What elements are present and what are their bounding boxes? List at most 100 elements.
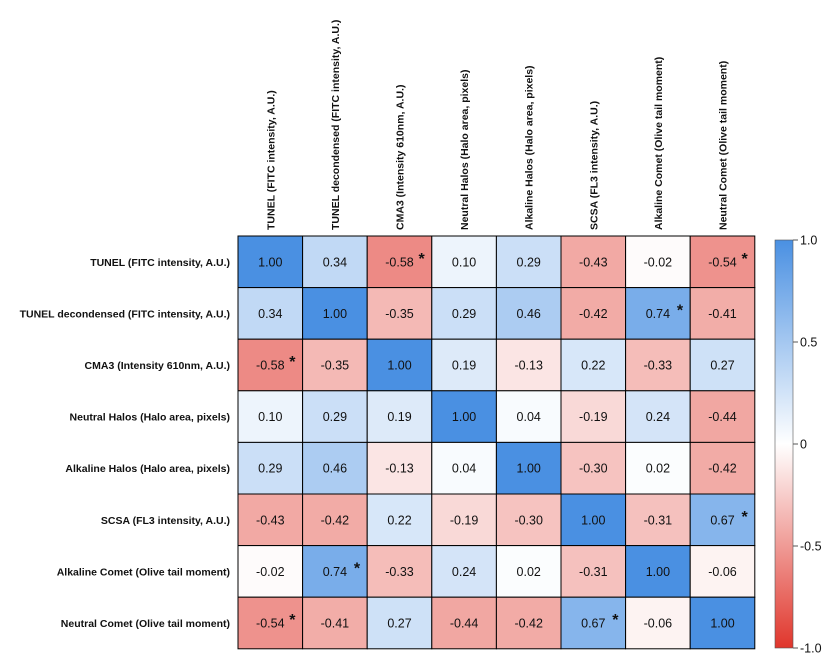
row-label: TUNEL (FITC intensity, A.U.) (90, 257, 230, 269)
significance-star: * (419, 251, 426, 268)
cell-value: 0.67 (710, 513, 734, 527)
heatmap-cell (689, 287, 756, 340)
cell-value: -0.41 (321, 617, 350, 631)
heatmap-cell (560, 338, 627, 392)
column-label: TUNEL decondensed (FITC intensity, A.U.) (330, 20, 342, 230)
cell-value: -0.41 (708, 307, 737, 321)
cell-value: 0.24 (646, 410, 670, 424)
row-label: Neutral Halos (Halo area, pixels) (70, 412, 230, 424)
cell-value: 0.10 (258, 410, 282, 424)
cell-value: -0.43 (256, 513, 285, 527)
heatmap-cell (625, 338, 691, 392)
colorbar-tick-label: -0.5 (800, 540, 822, 554)
colorbar-tick-label: 1.0 (800, 234, 817, 248)
heatmap-cell (237, 390, 304, 443)
row-label: Alkaline Comet (Olive tail moment) (57, 566, 230, 578)
heatmap-cell (302, 545, 368, 598)
cell-value: 0.29 (517, 255, 541, 269)
heatmap-cell (689, 338, 756, 392)
cell-value: -0.35 (321, 359, 350, 373)
row-label: CMA3 (Intensity 610nm, A.U.) (85, 360, 230, 372)
cell-value: -0.42 (321, 513, 350, 527)
column-label: Alkaline Halos (Halo area, pixels) (524, 65, 536, 230)
significance-star: * (742, 251, 749, 268)
cell-value: -0.54 (256, 617, 285, 631)
heatmap-cell (302, 493, 368, 547)
column-label: Neutral Comet (Olive tail moment) (718, 61, 730, 230)
cell-value: 1.00 (646, 565, 670, 579)
cell-value: -0.43 (579, 255, 608, 269)
cell-value: -0.42 (708, 462, 737, 476)
cell-value: -0.02 (256, 565, 285, 579)
heatmap-cell (237, 235, 304, 289)
heatmap-cell (625, 545, 691, 598)
heatmap-cell (366, 596, 433, 650)
heatmap-cell (366, 338, 433, 392)
cell-value: 0.04 (517, 410, 541, 424)
row-label: TUNEL decondensed (FITC intensity, A.U.) (20, 308, 230, 320)
heatmap-cell (302, 287, 368, 340)
cell-value: -0.30 (579, 462, 608, 476)
cell-value: 0.29 (452, 307, 476, 321)
colorbar (774, 239, 794, 649)
cell-value: 0.46 (517, 307, 541, 321)
heatmap-cell (625, 493, 691, 547)
cell-value: -0.13 (514, 359, 543, 373)
cell-value: -0.02 (644, 255, 673, 269)
cell-value: -0.06 (644, 617, 673, 631)
cell-value: 0.22 (387, 513, 411, 527)
heatmap-cells (237, 235, 756, 650)
column-label: Alkaline Comet (Olive tail moment) (653, 57, 665, 230)
cell-value: -0.13 (385, 462, 414, 476)
heatmap-cell (366, 493, 433, 547)
column-label: Neutral Halos (Halo area, pixels) (459, 70, 471, 230)
colorbar-gradient (774, 239, 794, 649)
cell-value: -0.58 (385, 255, 414, 269)
row-label: Neutral Comet (Olive tail moment) (61, 618, 230, 630)
heatmap-cell (689, 545, 756, 598)
colorbar-ticks: 1.0 0.5 0 -0.5 -1.0 (793, 234, 822, 656)
cell-value: -0.42 (514, 617, 543, 631)
cell-value: 0.29 (323, 410, 347, 424)
cell-value: -0.44 (450, 617, 479, 631)
heatmap-cell (431, 390, 497, 443)
heatmap-cell (625, 390, 691, 443)
cell-value: 1.00 (258, 255, 282, 269)
heatmap-cell (431, 287, 497, 340)
significance-star: * (289, 354, 296, 371)
cell-value: 0.34 (258, 307, 282, 321)
cell-value: -0.30 (514, 513, 543, 527)
significance-star: * (354, 560, 361, 577)
cell-value: 0.46 (323, 462, 347, 476)
heatmap-cell (431, 441, 497, 495)
row-label: Alkaline Halos (Halo area, pixels) (65, 463, 230, 475)
cell-value: 0.04 (452, 462, 476, 476)
cell-value: -0.06 (708, 565, 737, 579)
cell-value: 0.02 (517, 565, 541, 579)
heatmap-cell (560, 596, 627, 650)
heatmap-cell (237, 545, 304, 598)
column-label: CMA3 (Intensity 610nm, A.U.) (395, 85, 407, 230)
heatmap-cell (560, 287, 627, 340)
cell-value: -0.42 (579, 307, 608, 321)
significance-star: * (677, 302, 684, 319)
cell-value: -0.44 (708, 410, 737, 424)
heatmap-cell (560, 493, 627, 547)
cell-value: 0.27 (710, 359, 734, 373)
cell-value: 0.10 (452, 255, 476, 269)
heatmap-cell (560, 545, 627, 598)
significance-star: * (612, 612, 619, 629)
cell-value: 0.22 (581, 359, 605, 373)
heatmap-cell (625, 441, 691, 495)
heatmap-cell (560, 235, 627, 289)
column-labels: TUNEL (FITC intensity, A.U.) TUNEL decond… (265, 20, 729, 230)
cell-value: 0.74 (646, 307, 670, 321)
cell-value: 1.00 (323, 307, 347, 321)
cell-value: 0.19 (387, 410, 411, 424)
cell-value: 0.74 (323, 565, 347, 579)
colorbar-tick-label: 0.5 (800, 336, 817, 350)
heatmap-cell (302, 235, 368, 289)
cell-value: -0.58 (256, 359, 285, 373)
cell-value: 0.19 (452, 359, 476, 373)
